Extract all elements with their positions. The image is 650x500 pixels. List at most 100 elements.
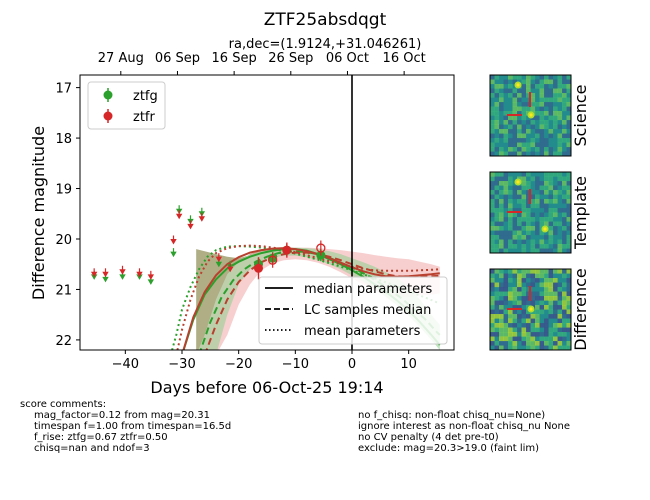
cutout-pixel bbox=[530, 176, 536, 182]
cutout-pixel bbox=[512, 120, 518, 125]
cutout-pixel bbox=[490, 138, 495, 143]
cutout-pixel bbox=[539, 327, 545, 333]
cutout-pixel bbox=[521, 115, 527, 121]
cutout-pixel bbox=[503, 190, 509, 195]
cutout-pixel bbox=[512, 323, 518, 328]
cutout-pixel bbox=[512, 296, 518, 301]
cutout-pixel bbox=[544, 300, 549, 306]
cutout-pixel bbox=[490, 194, 495, 200]
cutout-pixel bbox=[494, 75, 500, 80]
cutout-pixel bbox=[521, 102, 527, 107]
cutout-pixel bbox=[566, 291, 572, 297]
cutout-pixel bbox=[521, 296, 527, 301]
cutout-pixel bbox=[535, 147, 540, 152]
ztfg-upper-limit-marker bbox=[147, 279, 155, 285]
cutout-pixel bbox=[544, 142, 549, 148]
cutout-pixel bbox=[548, 244, 554, 249]
cutout-pixel bbox=[562, 75, 567, 80]
cutout-pixel bbox=[517, 129, 522, 134]
cutout-pixel bbox=[517, 212, 522, 218]
cutout-pixel bbox=[526, 269, 531, 274]
cutout-pixel bbox=[521, 120, 527, 125]
top-axis-tick-label: 06 Sep bbox=[155, 51, 200, 66]
cutout-pixel bbox=[494, 226, 500, 231]
cutout-pixel bbox=[535, 248, 540, 254]
cutout-pixel bbox=[544, 172, 549, 177]
cutout-pixel bbox=[562, 84, 567, 89]
cutout-pixel bbox=[526, 230, 531, 236]
cutout-pixel bbox=[526, 120, 531, 125]
cutout-pixel bbox=[566, 300, 572, 306]
cutout-pixel bbox=[539, 309, 545, 315]
cutout-pixel bbox=[499, 305, 504, 310]
cutout-pixel bbox=[494, 336, 500, 342]
cutout-pixel bbox=[512, 217, 518, 222]
cutout-pixel bbox=[530, 300, 536, 306]
cutout-pixel bbox=[553, 291, 558, 297]
cutout-pixel bbox=[512, 124, 518, 130]
cutout-pixel bbox=[535, 327, 540, 333]
cutout-pixel bbox=[503, 318, 509, 324]
cutout-pixel bbox=[521, 181, 527, 186]
cutout-pixel bbox=[494, 124, 500, 130]
cutout-pixel bbox=[503, 115, 509, 121]
y-axis-label: Difference magnitude bbox=[29, 126, 48, 300]
cutout-pixel bbox=[566, 79, 572, 85]
cutout-pixel bbox=[548, 120, 554, 125]
cutout-pixel bbox=[535, 194, 540, 200]
cutout-pixel bbox=[503, 226, 509, 231]
cutout-pixel bbox=[553, 93, 558, 98]
cutout-pixel bbox=[530, 129, 536, 134]
cutout-pixel bbox=[526, 287, 531, 292]
cutout-pixel bbox=[548, 336, 554, 342]
cutout-pixel bbox=[539, 323, 545, 328]
cutout-pixel bbox=[517, 199, 522, 204]
cutout-pixel bbox=[490, 151, 495, 157]
cutout-pixel bbox=[530, 199, 536, 204]
cutout-pixel bbox=[494, 212, 500, 218]
cutout-pixel bbox=[562, 194, 567, 200]
cutout-pixel bbox=[512, 79, 518, 85]
cutout-pixel bbox=[526, 106, 531, 112]
cutout-pixel bbox=[557, 305, 563, 310]
cutout-pixel bbox=[494, 300, 500, 306]
cutout-pixel bbox=[503, 84, 509, 89]
cutout-pixel bbox=[539, 190, 545, 195]
cutout-pixel bbox=[539, 318, 545, 324]
cutout-pixel bbox=[539, 124, 545, 130]
x-tick-label: −20 bbox=[225, 357, 252, 372]
cutout-pixel bbox=[499, 309, 504, 315]
cutout-pixel bbox=[490, 79, 495, 85]
cutout-pixel bbox=[494, 235, 500, 240]
cutout-pixel bbox=[526, 323, 531, 328]
cutout-pixel bbox=[553, 133, 558, 139]
cutout-pixel bbox=[566, 115, 572, 121]
cutout-pixel bbox=[526, 208, 531, 213]
cutout-pixel bbox=[557, 185, 563, 191]
cutout-pixel bbox=[526, 235, 531, 240]
cutout-pixel bbox=[490, 181, 495, 186]
cutout-pixel bbox=[544, 212, 549, 218]
top-axis-tick-label: 06 Oct bbox=[326, 51, 369, 66]
cutout-pixel bbox=[530, 142, 536, 148]
cutout-pixel bbox=[494, 133, 500, 139]
cutout-pixel bbox=[503, 309, 509, 315]
cutout-pixel bbox=[512, 129, 518, 134]
cutout-pixel bbox=[503, 336, 509, 342]
cutout-pixel bbox=[521, 147, 527, 152]
cutout-pixel bbox=[494, 230, 500, 236]
cutout-pixel bbox=[566, 88, 572, 94]
cutout-pixel bbox=[512, 235, 518, 240]
cutout-pixel bbox=[562, 190, 567, 195]
cutout-pixel bbox=[521, 318, 527, 324]
cutout-pixel bbox=[508, 172, 513, 177]
cutout-pixel bbox=[503, 129, 509, 134]
cutout-pixel bbox=[508, 314, 513, 319]
cutout-pixel bbox=[490, 203, 495, 209]
legend-lines-box bbox=[258, 276, 448, 345]
cutout-pixel bbox=[557, 111, 563, 116]
cutout-pixel bbox=[530, 278, 536, 283]
cutout-pixel bbox=[521, 142, 527, 148]
cutout-pixel bbox=[494, 345, 500, 351]
cutout-pixel bbox=[494, 248, 500, 254]
